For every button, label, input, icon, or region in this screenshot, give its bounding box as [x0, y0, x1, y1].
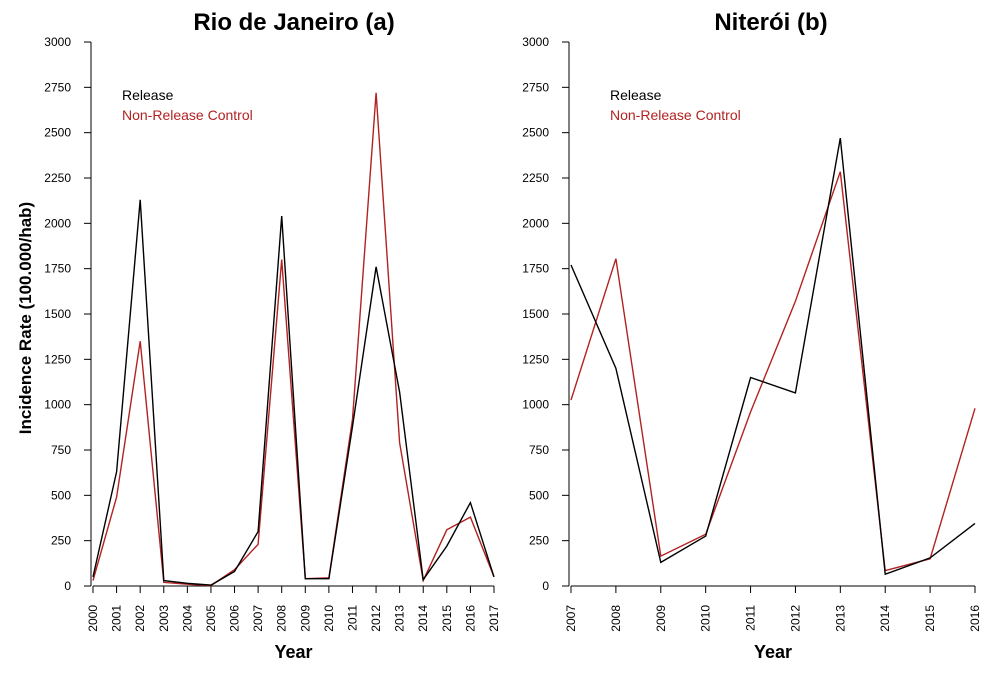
y-tick-label: 1500 — [522, 307, 549, 321]
chart-panel-niteroi: Niterói (b) 0 250 500 750 1000 1250 1500 1750 200… — [522, 9, 982, 662]
y-tick-label: 3000 — [44, 35, 71, 49]
y-tick-label: 1750 — [44, 262, 71, 276]
y-tick-label: 3000 — [522, 35, 549, 49]
x-tick-label: 2009 — [654, 605, 668, 632]
x-tick-label: 2012 — [788, 605, 802, 632]
y-tick-label: 250 — [51, 534, 71, 548]
x-tick-label: 2007 — [251, 605, 265, 632]
y-tick-label: 500 — [529, 488, 549, 502]
chart-title: Niterói (b) — [714, 9, 827, 36]
y-tick-label: 2500 — [44, 126, 71, 140]
x-tick-label: 2008 — [609, 605, 623, 632]
y-tick-label: 1500 — [44, 307, 71, 321]
x-axis-label: Year — [754, 642, 792, 662]
x-tick-label: 2010 — [322, 605, 336, 632]
y-tick-label: 750 — [529, 443, 549, 457]
x-tick-label: 2006 — [228, 605, 242, 632]
x-tick-label: 2009 — [298, 605, 312, 632]
series-line-release — [92, 199, 495, 586]
x-tick-label: 2011 — [744, 605, 758, 631]
y-tick-label: 250 — [529, 534, 549, 548]
series-line-release — [570, 137, 976, 576]
x-tick-label: 2004 — [180, 605, 194, 632]
y-tick-label: 1000 — [44, 398, 71, 412]
series-line-control — [92, 92, 495, 587]
x-tick-label: 2002 — [133, 605, 147, 632]
chart-panel-rio: Rio de Janeiro (a) 0 250 500 750 1000 1250 1500… — [44, 9, 501, 662]
x-tick-label: 2003 — [157, 605, 171, 632]
y-tick-label: 0 — [64, 579, 71, 593]
x-tick-label: 2012 — [369, 605, 383, 632]
y-tick-label: 1250 — [44, 352, 71, 366]
x-tick-label: 2014 — [878, 605, 892, 632]
y-tick-label: 2000 — [522, 216, 549, 230]
x-tick-label: 2007 — [564, 605, 578, 632]
x-tick-label: 2008 — [275, 605, 289, 632]
y-tick-label: 0 — [542, 579, 549, 593]
y-tick-label: 1750 — [522, 262, 549, 276]
chart-title: Rio de Janeiro (a) — [193, 9, 394, 36]
y-tick-label: 1250 — [522, 352, 549, 366]
x-tick-label: 2011 — [345, 605, 359, 631]
y-tick-label: 750 — [51, 443, 71, 457]
y-tick-label: 2250 — [522, 171, 549, 185]
x-tick-label: 2013 — [833, 605, 847, 632]
x-tick-label: 2017 — [487, 605, 501, 632]
x-axis-label: Year — [274, 642, 312, 662]
legend-entry-control: Non-Release Control — [122, 107, 253, 123]
legend-entry-release: Release — [122, 87, 174, 103]
y-tick-label: 2000 — [44, 216, 71, 230]
y-axis-label: Incidence Rate (100.000/hab) — [16, 202, 35, 434]
legend-entry-control: Non-Release Control — [610, 107, 741, 123]
y-tick-label: 2750 — [522, 80, 549, 94]
y-tick-label: 2250 — [44, 171, 71, 185]
x-tick-label: 2015 — [923, 605, 937, 632]
series-line-control — [570, 171, 976, 572]
x-tick-label: 2000 — [86, 605, 100, 632]
x-tick-label: 2013 — [393, 605, 407, 632]
x-tick-label: 2016 — [968, 605, 982, 632]
x-tick-label: 2001 — [110, 605, 124, 632]
legend-entry-release: Release — [610, 87, 662, 103]
y-tick-label: 1000 — [522, 398, 549, 412]
x-tick-label: 2015 — [440, 605, 454, 632]
y-tick-label: 2750 — [44, 80, 71, 94]
x-tick-label: 2005 — [204, 605, 218, 632]
x-tick-label: 2010 — [699, 605, 713, 632]
x-tick-label: 2016 — [463, 605, 477, 632]
y-tick-label: 2500 — [522, 126, 549, 140]
y-tick-label: 500 — [51, 488, 71, 502]
x-tick-label: 2014 — [416, 605, 430, 632]
